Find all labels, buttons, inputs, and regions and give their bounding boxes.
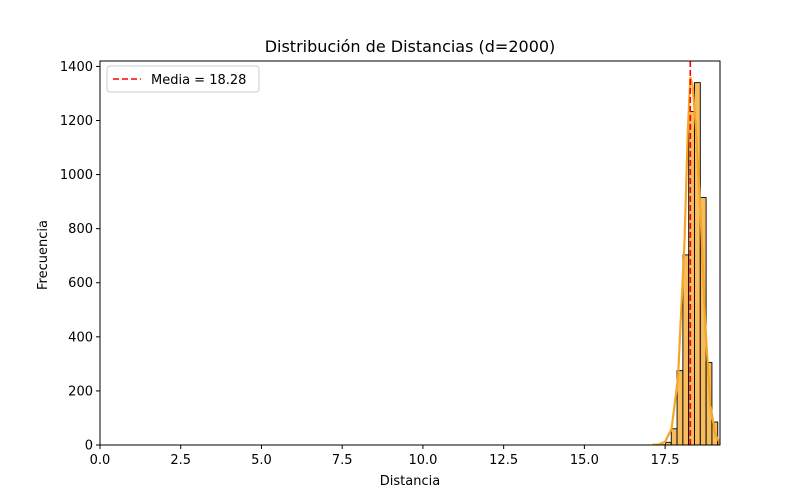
legend-box [106, 65, 260, 93]
x-axis-label: Distancia [380, 474, 440, 489]
x-tick-label-8: 17.5 [651, 453, 680, 468]
x-tick-label-2: 2.5 [170, 453, 191, 468]
y-tick-label-2: 200 [68, 384, 93, 399]
legend: Media = 18.28 [106, 65, 260, 93]
axes-frame [99, 60, 721, 446]
y-tick-label-1: 0 [85, 439, 93, 454]
x-tick-label-4: 7.5 [332, 453, 353, 468]
y-tick-label-5: 800 [68, 222, 93, 237]
histogram-bar-3 [670, 428, 678, 445]
y-tick-label-3: 400 [68, 330, 93, 345]
x-tick-label-3: 5.0 [251, 453, 272, 468]
histogram-bar-5 [682, 254, 690, 445]
chart-title: Distribución de Distancias (d=2000) [265, 37, 556, 56]
y-tick-label-8: 1400 [60, 60, 93, 75]
legend-mean-label: Media = 18.28 [151, 73, 246, 88]
x-tick-label-6: 12.5 [489, 453, 518, 468]
x-tick-label-7: 15.0 [570, 453, 599, 468]
plot-area: 0.0 2.5 5.0 7.5 10.0 12.5 15.0 17.5 0 200 400 600 80… [60, 60, 721, 468]
y-axis-label: Frecuencia [36, 220, 51, 290]
kde-curve [652, 76, 720, 445]
y-tick-label-7: 1200 [60, 114, 93, 129]
x-tick-label-5: 10.0 [408, 453, 437, 468]
x-tick-label-1: 0.0 [90, 453, 111, 468]
plot-clip-group [652, 61, 720, 445]
y-tick-label-4: 600 [68, 276, 93, 291]
y-tick-label-6: 1000 [60, 168, 93, 183]
